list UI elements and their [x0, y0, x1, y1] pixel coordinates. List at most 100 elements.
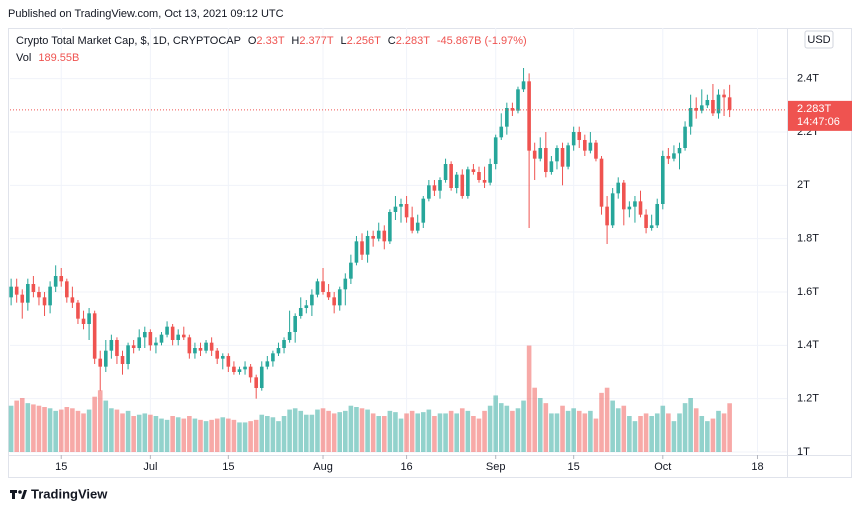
volume-bar [304, 414, 309, 452]
candle-body [393, 206, 398, 212]
currency-button[interactable] [804, 30, 834, 49]
candle-body [215, 350, 219, 359]
candle-body [683, 126, 687, 148]
volume-bar [493, 395, 498, 452]
volume-bar [638, 416, 643, 452]
x-tick-label: Oct [654, 461, 671, 473]
volume-bar [198, 419, 203, 452]
volume-bar [354, 407, 359, 452]
volume-bar [476, 418, 482, 452]
volume-bar [409, 410, 415, 452]
candle-body [705, 100, 710, 106]
volume-bar [649, 416, 654, 452]
candle-body [449, 164, 453, 188]
candle-body [677, 148, 682, 154]
volume-bar [131, 416, 136, 452]
x-tick-label: 15 [55, 461, 67, 473]
candle-body [510, 108, 515, 111]
candle-body [399, 204, 403, 207]
volume-bar [487, 405, 493, 452]
candle-body [287, 332, 292, 340]
volume-bar [248, 421, 253, 452]
volume-bar [187, 416, 192, 452]
candle-body [76, 302, 80, 319]
candle-body [237, 369, 242, 372]
volume-bar [599, 392, 604, 452]
x-tick-label: Aug [313, 461, 333, 473]
ohlc-key: C [387, 35, 396, 47]
volume-bar [309, 414, 315, 452]
grid [10, 28, 787, 453]
candle-body [666, 156, 671, 159]
candle-body [688, 108, 693, 127]
currency[interactable]: USD [807, 34, 830, 46]
vol-value: 189.55B [38, 52, 80, 64]
candle-body [170, 326, 175, 340]
volume-bar [170, 416, 175, 452]
vol-key: Vol [16, 52, 32, 64]
volume-bar [666, 413, 671, 452]
candle-body [716, 94, 721, 114]
volume-bar [454, 413, 460, 452]
ohlc-row: Crypto Total Market Cap, $, 1D, CRYPTOCA… [16, 33, 527, 50]
volume-bar [671, 421, 677, 452]
candle-body [193, 348, 197, 354]
y-tick-label: 2.4T [797, 73, 819, 85]
candle-body [627, 206, 632, 210]
candle-body [148, 332, 153, 346]
candle-body [131, 345, 136, 348]
volume-bar [482, 410, 487, 452]
candle-body [243, 366, 247, 370]
candle-body [315, 281, 320, 295]
volume-bar [220, 417, 226, 452]
candle-body [360, 241, 364, 255]
volume-bar [459, 408, 465, 452]
ohlc-key: L [340, 35, 347, 47]
candle-body [727, 97, 732, 110]
candle-body [176, 334, 181, 340]
candle-body [672, 153, 676, 159]
candle-body [310, 294, 314, 306]
candle-body [538, 148, 543, 159]
volume-bar [710, 418, 716, 452]
volume-bar [8, 405, 14, 452]
y-tick-label: 1.8T [797, 233, 819, 245]
candle-body [588, 142, 593, 151]
volume-bar [705, 421, 710, 452]
volume-bar [515, 408, 521, 452]
candle-body [109, 340, 114, 351]
candle-body [65, 281, 69, 298]
volume-bar [64, 407, 70, 452]
volume-bar [259, 414, 265, 452]
volume-bar [510, 410, 515, 452]
candle-body [410, 217, 414, 231]
volume-bar [14, 400, 19, 452]
volume-bar [398, 418, 404, 452]
volume-bar [682, 403, 688, 452]
candle-body [421, 198, 426, 223]
volume-bar [604, 387, 610, 452]
volume-bar [699, 416, 705, 452]
logo [10, 490, 27, 499]
candle-body [321, 281, 325, 292]
candle-body [37, 292, 41, 298]
candle-body [482, 180, 487, 183]
y-tick-label: 1.2T [797, 393, 819, 405]
candle-body [120, 356, 125, 364]
volume-bar [571, 408, 576, 452]
candle-body [293, 316, 297, 332]
y-tick-label: 2T [797, 179, 810, 191]
frame [8, 28, 852, 478]
candle-body [660, 156, 665, 204]
volume-bar [25, 403, 31, 452]
volume-bar [549, 413, 554, 452]
candle-body [187, 337, 192, 354]
candle-body [198, 348, 203, 351]
volume-bar [209, 419, 214, 452]
candle-body [488, 164, 492, 183]
candle-body [633, 201, 637, 207]
candle-body [466, 169, 470, 196]
volume-bar [437, 413, 443, 452]
